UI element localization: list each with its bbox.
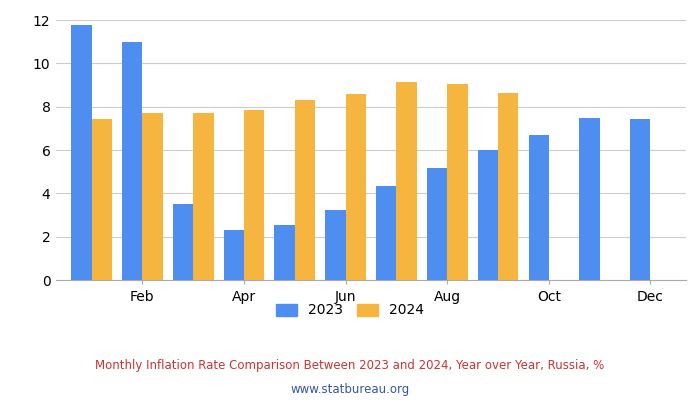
Bar bbox=[122, 42, 142, 280]
Bar bbox=[71, 25, 92, 280]
Bar bbox=[376, 186, 396, 280]
Text: www.statbureau.org: www.statbureau.org bbox=[290, 384, 410, 396]
Bar bbox=[274, 226, 295, 280]
Bar bbox=[173, 204, 193, 280]
Bar bbox=[528, 135, 549, 280]
Bar bbox=[346, 94, 366, 280]
Bar bbox=[142, 113, 162, 280]
Bar bbox=[477, 150, 498, 280]
Bar bbox=[427, 168, 447, 280]
Bar bbox=[580, 118, 600, 280]
Bar bbox=[295, 100, 315, 280]
Bar bbox=[92, 119, 112, 280]
Bar bbox=[396, 82, 416, 280]
Text: Monthly Inflation Rate Comparison Between 2023 and 2024, Year over Year, Russia,: Monthly Inflation Rate Comparison Betwee… bbox=[95, 360, 605, 372]
Bar bbox=[630, 119, 650, 280]
Bar bbox=[193, 113, 214, 280]
Bar bbox=[498, 93, 518, 280]
Bar bbox=[244, 110, 265, 280]
Bar bbox=[447, 84, 468, 280]
Bar bbox=[224, 230, 244, 280]
Bar bbox=[326, 210, 346, 280]
Legend: 2023, 2024: 2023, 2024 bbox=[271, 298, 429, 323]
